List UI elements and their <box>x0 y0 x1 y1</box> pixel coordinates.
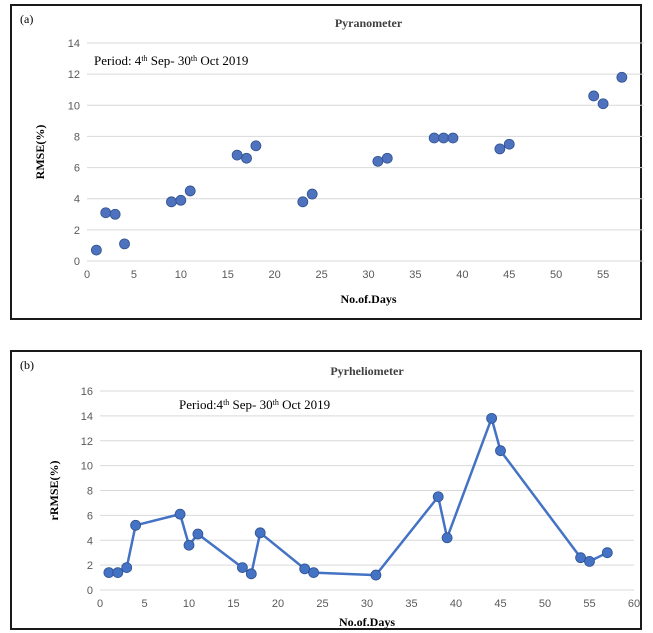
period-label: Period: 4th Sep- 30th Oct 2019 <box>94 53 248 68</box>
x-tick-label: 55 <box>583 598 595 610</box>
x-tick-label: 40 <box>456 269 468 281</box>
x-tick-label: 50 <box>550 269 562 281</box>
y-tick-label: 4 <box>74 194 80 206</box>
data-point <box>297 196 309 208</box>
x-tick-label: 40 <box>450 598 462 610</box>
data-point <box>441 532 453 544</box>
y-tick-label: 0 <box>87 585 93 597</box>
data-point <box>308 567 320 578</box>
data-point <box>372 155 384 167</box>
x-tick-label: 30 <box>362 269 374 281</box>
data-point <box>601 547 613 559</box>
y-tick-label: 14 <box>81 411 93 423</box>
y-tick-label: 6 <box>74 163 80 175</box>
data-point <box>130 519 141 531</box>
data-point <box>428 132 440 144</box>
chart-panel-a: (a) Pyranometer 0 2 4 6 8 10 12 14 0 5 10 15 20 25 30 35 4… <box>10 4 644 320</box>
data-point <box>166 196 177 208</box>
data-point <box>438 132 449 144</box>
x-tick-label: 15 <box>227 598 239 610</box>
data-point <box>432 491 444 503</box>
x-tick-label: 5 <box>131 269 137 281</box>
data-point <box>184 185 196 197</box>
data-point <box>174 508 186 520</box>
x-tick-label: 30 <box>361 598 373 610</box>
data-point <box>100 207 112 219</box>
data-point <box>381 152 393 164</box>
data-point <box>370 569 382 581</box>
data-point <box>495 445 506 457</box>
data-point <box>254 527 266 539</box>
x-tick-label: 50 <box>539 598 551 610</box>
x-tick-label: 15 <box>222 269 234 281</box>
data-point <box>494 143 506 155</box>
x-tick-label: 25 <box>315 269 327 281</box>
y-axis-label: rRMSE(%) <box>47 461 61 521</box>
data-point <box>503 138 515 150</box>
data-point <box>250 140 262 152</box>
x-tick-label: 20 <box>269 269 281 281</box>
y-tick-label: 12 <box>68 69 80 81</box>
data-point <box>231 149 243 161</box>
series-line <box>108 417 608 577</box>
panel-label: (a) <box>20 12 33 26</box>
data-point <box>597 98 609 110</box>
x-tick-label: 10 <box>183 598 195 610</box>
y-tick-label: 4 <box>87 535 93 547</box>
panel-label: (b) <box>20 358 34 372</box>
y-tick-label: 8 <box>87 486 93 498</box>
data-point <box>236 562 248 574</box>
y-tick-label: 14 <box>68 38 80 50</box>
data-point <box>183 539 195 551</box>
y-tick-label: 8 <box>74 131 80 143</box>
x-tick-label: 25 <box>316 598 328 610</box>
data-point <box>241 152 252 164</box>
data-point <box>486 412 498 424</box>
data-point <box>192 528 204 540</box>
data-point <box>447 132 459 144</box>
chart-title: Pyrheliometer <box>330 364 404 378</box>
data-point <box>90 244 102 256</box>
y-axis-label: RMSE(%) <box>33 125 47 180</box>
x-tick-label: 5 <box>141 598 147 610</box>
data-point <box>112 567 124 578</box>
x-tick-label: 0 <box>97 598 103 610</box>
data-point <box>584 555 595 567</box>
y-tick-label: 16 <box>81 386 93 398</box>
data-point <box>575 552 586 564</box>
y-tick-label: 10 <box>81 461 93 473</box>
y-tick-label: 6 <box>87 510 93 522</box>
pyranometer-chart: (a) Pyranometer 0 2 4 6 8 10 12 14 0 5 10 15 20 25 30 35 4… <box>20 12 644 306</box>
x-axis-label: No.of.Days <box>341 292 397 306</box>
x-tick-label: 60 <box>628 598 640 610</box>
x-tick-label: 45 <box>494 598 506 610</box>
data-point <box>103 567 115 578</box>
x-tick-label: 10 <box>175 269 187 281</box>
x-axis-label: No.of.Days <box>339 615 395 629</box>
y-tick-label: 10 <box>68 100 80 112</box>
x-tick-label: 35 <box>405 598 417 610</box>
data-point <box>616 71 628 83</box>
y-tick-label: 2 <box>74 225 80 237</box>
x-tick-label: 55 <box>597 269 609 281</box>
x-tick-label: 20 <box>272 598 284 610</box>
data-point <box>121 562 133 574</box>
chart-panel-b: (b) Pyrheliometer 0 2 4 6 8 10 12 14 16 0 5 10 15 20 25 3… <box>10 350 642 630</box>
y-tick-label: 12 <box>81 436 93 448</box>
data-point <box>588 90 600 102</box>
data-point <box>175 194 187 206</box>
x-tick-label: 35 <box>409 269 421 281</box>
chart-title: Pyranometer <box>335 16 403 30</box>
y-tick-label: 0 <box>74 256 80 268</box>
x-tick-label: 45 <box>503 269 515 281</box>
period-label: Period:4th Sep- 30th Oct 2019 <box>179 397 330 412</box>
pyrheliometer-chart: (b) Pyrheliometer 0 2 4 6 8 10 12 14 16 0 5 10 15 20 25 3… <box>20 358 640 629</box>
data-point <box>245 568 257 580</box>
x-tick-label: 0 <box>84 269 90 281</box>
y-tick-label: 2 <box>87 560 93 572</box>
data-point <box>306 188 318 200</box>
data-point <box>299 563 311 575</box>
data-point <box>119 238 130 250</box>
data-point <box>109 208 121 220</box>
